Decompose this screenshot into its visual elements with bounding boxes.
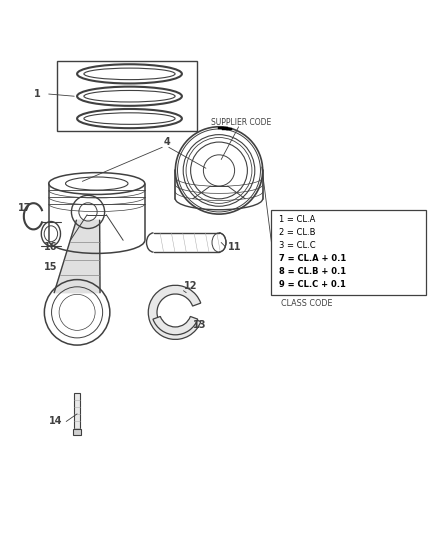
Text: 3 = CL.C: 3 = CL.C [279,241,316,250]
Wedge shape [153,317,198,335]
Text: 14: 14 [49,416,62,426]
Text: 8 = CL.B + 0.1: 8 = CL.B + 0.1 [279,267,346,276]
Bar [74,393,80,430]
Bar [226,128,232,130]
Text: 2 = CL.B: 2 = CL.B [279,228,316,237]
Text: 15: 15 [44,262,58,271]
Text: SUPPLIER CODE: SUPPLIER CODE [211,118,271,127]
Text: 16: 16 [44,242,58,252]
Text: 4: 4 [163,137,170,147]
Bar [57,61,197,131]
Text: 7 = CL.A + 0.1: 7 = CL.A + 0.1 [279,254,346,263]
Bar [272,210,426,295]
Bar [73,430,81,434]
Text: 9 = CL.C + 0.1: 9 = CL.C + 0.1 [279,280,346,289]
Text: 12: 12 [184,281,198,291]
Text: 1: 1 [35,89,41,99]
Bar [218,127,224,129]
Wedge shape [148,285,201,340]
Text: 11: 11 [227,242,241,252]
Polygon shape [54,220,100,293]
Bar [222,127,228,130]
Text: 13: 13 [193,320,206,330]
Text: 1 = CL.A: 1 = CL.A [279,215,316,224]
Text: 17: 17 [18,203,32,213]
Text: CLASS CODE: CLASS CODE [281,299,332,308]
